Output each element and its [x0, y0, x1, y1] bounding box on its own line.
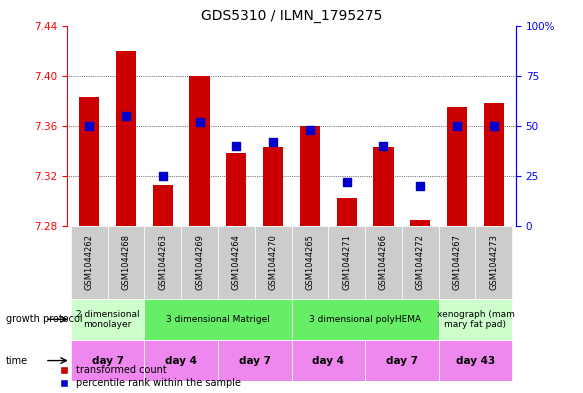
Point: [231, 143, 241, 149]
Bar: [373, 147, 394, 226]
Text: GSM1044265: GSM1044265: [305, 234, 314, 290]
Text: GSM1044271: GSM1044271: [342, 234, 351, 290]
Point: [452, 123, 462, 129]
Bar: [328, 226, 365, 299]
Bar: [71, 340, 145, 381]
Bar: [255, 226, 292, 299]
Text: GSM1044273: GSM1044273: [489, 234, 498, 290]
Legend: transformed count, percentile rank within the sample: transformed count, percentile rank withi…: [60, 365, 241, 388]
Bar: [300, 126, 320, 226]
Bar: [438, 340, 512, 381]
Text: day 7: day 7: [386, 356, 418, 365]
Text: GSM1044264: GSM1044264: [232, 234, 241, 290]
Bar: [365, 340, 438, 381]
Text: 3 dimensional Matrigel: 3 dimensional Matrigel: [166, 315, 270, 324]
Text: GSM1044266: GSM1044266: [379, 234, 388, 290]
Bar: [292, 226, 328, 299]
Bar: [402, 226, 438, 299]
Text: 3 dimensional polyHEMA: 3 dimensional polyHEMA: [309, 315, 421, 324]
Point: [121, 113, 131, 119]
Bar: [484, 103, 504, 226]
Bar: [438, 299, 512, 340]
Bar: [365, 226, 402, 299]
Bar: [336, 198, 357, 226]
Text: day 4: day 4: [312, 356, 345, 365]
Text: day 43: day 43: [456, 356, 495, 365]
Text: GSM1044268: GSM1044268: [121, 234, 131, 290]
Bar: [438, 226, 476, 299]
Bar: [71, 226, 107, 299]
Bar: [107, 226, 145, 299]
Text: GSM1044267: GSM1044267: [452, 234, 462, 290]
Bar: [145, 299, 292, 340]
Point: [195, 119, 204, 125]
Point: [416, 183, 425, 189]
Text: time: time: [6, 356, 28, 365]
Bar: [218, 340, 292, 381]
Text: day 7: day 7: [238, 356, 271, 365]
Bar: [292, 340, 365, 381]
Point: [342, 179, 352, 185]
Text: day 7: day 7: [92, 356, 124, 365]
Bar: [145, 226, 181, 299]
Bar: [153, 185, 173, 226]
Text: GSM1044272: GSM1044272: [416, 234, 425, 290]
Point: [85, 123, 94, 129]
Bar: [447, 107, 467, 226]
Bar: [263, 147, 283, 226]
Title: GDS5310 / ILMN_1795275: GDS5310 / ILMN_1795275: [201, 9, 382, 23]
Point: [489, 123, 498, 129]
Point: [305, 127, 315, 133]
Point: [268, 139, 278, 145]
Text: xenograph (mam
mary fat pad): xenograph (mam mary fat pad): [437, 310, 514, 329]
Text: 2 dimensional
monolayer: 2 dimensional monolayer: [76, 310, 139, 329]
Bar: [181, 226, 218, 299]
Bar: [79, 97, 99, 226]
Bar: [116, 51, 136, 226]
Bar: [226, 153, 247, 226]
Bar: [218, 226, 255, 299]
Bar: [410, 220, 430, 226]
Bar: [145, 340, 218, 381]
Bar: [189, 76, 210, 226]
Text: GSM1044263: GSM1044263: [158, 234, 167, 290]
Bar: [476, 226, 512, 299]
Point: [379, 143, 388, 149]
Point: [158, 173, 167, 179]
Text: GSM1044270: GSM1044270: [269, 234, 278, 290]
Text: GSM1044269: GSM1044269: [195, 234, 204, 290]
Text: growth protocol: growth protocol: [6, 314, 82, 324]
Text: day 4: day 4: [165, 356, 197, 365]
Text: GSM1044262: GSM1044262: [85, 234, 94, 290]
Bar: [71, 299, 145, 340]
Bar: [292, 299, 438, 340]
